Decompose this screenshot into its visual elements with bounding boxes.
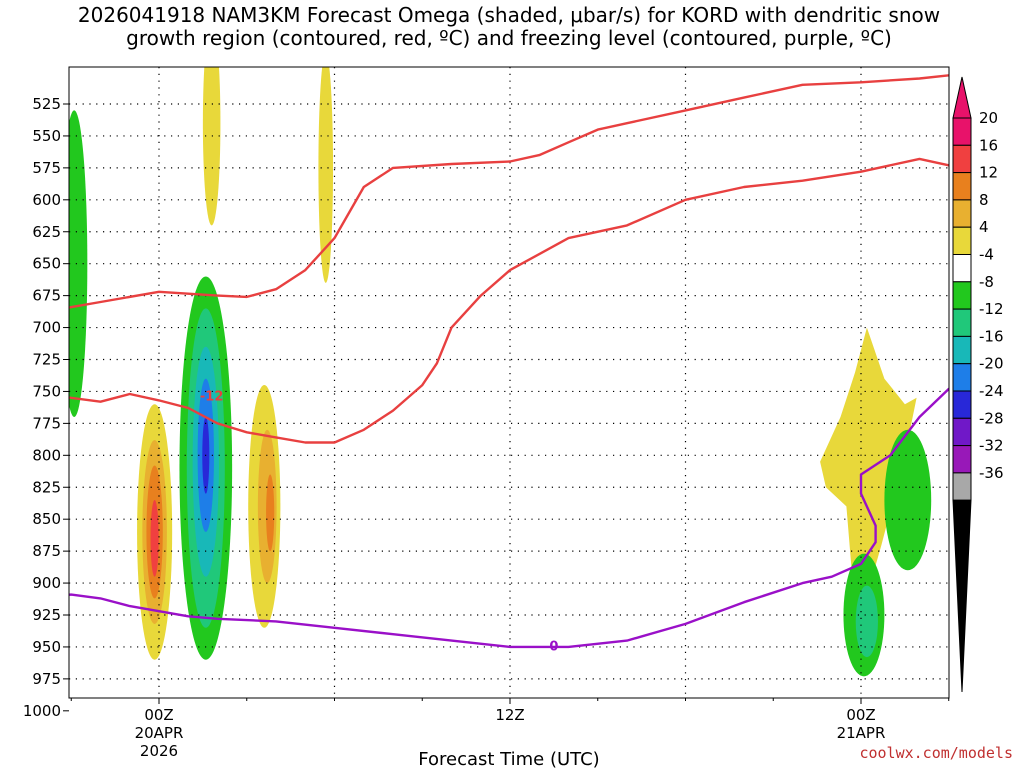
y-tick-label: 800 xyxy=(32,446,61,464)
omega-region xyxy=(0,225,42,404)
omega-region xyxy=(266,474,275,552)
colorbar-swatch xyxy=(952,226,972,255)
omega-region xyxy=(150,500,159,577)
colorbar-swatch xyxy=(952,144,972,174)
colorbar-label: -4 xyxy=(979,246,994,264)
colorbar-swatch xyxy=(952,199,972,228)
omega-region xyxy=(69,110,88,417)
colorbar-bottom-triangle xyxy=(952,499,972,693)
y-tick-label: 850 xyxy=(32,510,61,528)
x-tick-label: 00Z xyxy=(846,706,875,724)
y-tick-label: 625 xyxy=(32,223,61,241)
y-tick-label: 1000 xyxy=(23,702,61,720)
colorbar-label: 4 xyxy=(979,218,989,236)
y-tick-label: 775 xyxy=(32,414,61,432)
chart-title-line1: 2026041918 NAM3KM Forecast Omega (shaded… xyxy=(78,3,940,27)
y-tick-label: 950 xyxy=(32,638,61,656)
omega-region xyxy=(0,385,27,577)
colorbar-swatch xyxy=(952,254,972,283)
x-axis-label: Forecast Time (UTC) xyxy=(418,749,599,768)
colorbar-label: -8 xyxy=(979,273,994,291)
plot-frame xyxy=(68,66,950,699)
colorbar-label: -32 xyxy=(979,437,1004,455)
dgz-lower-label: -12 xyxy=(200,389,224,404)
colorbar-swatch xyxy=(952,472,972,501)
colorbar-swatch xyxy=(952,417,972,447)
x-tick-label: 12Z xyxy=(495,706,524,724)
y-tick-label: 875 xyxy=(32,542,61,560)
freezing-level-contour xyxy=(69,387,949,649)
y-tick-label: 600 xyxy=(32,191,61,209)
omega-region xyxy=(0,449,26,564)
colorbar-label: -20 xyxy=(979,355,1004,373)
colorbar-label: 12 xyxy=(979,164,998,182)
x-tick-label: 00Z xyxy=(144,706,173,724)
colorbar-label: 20 xyxy=(979,109,998,127)
dgz-upper-contour xyxy=(69,74,949,309)
y-tick-label: 700 xyxy=(32,319,61,337)
y-tick-label: 725 xyxy=(32,351,61,369)
credit-text: coolwx.com/models xyxy=(859,744,1013,762)
omega-region xyxy=(10,504,28,560)
colorbar-swatch xyxy=(952,117,972,146)
omega-region xyxy=(1019,302,1024,570)
colorbar-swatch xyxy=(952,172,972,201)
y-tick-label: 675 xyxy=(32,287,61,305)
omega-region xyxy=(7,276,30,378)
omega-region xyxy=(820,327,917,596)
x-axis: 00Z20APR202612Z00Z21APR12Z00Z22APR xyxy=(70,698,950,760)
colorbar-label: -36 xyxy=(979,464,1004,482)
colorbar-label: 8 xyxy=(979,191,989,209)
omega-region xyxy=(318,67,334,283)
omega-shading xyxy=(0,67,1024,677)
freezing-label: 0 xyxy=(549,640,558,655)
omega-region xyxy=(202,67,221,226)
colorbar-swatch xyxy=(952,445,972,474)
colorbar-swatch xyxy=(952,281,972,310)
y-tick-label: 750 xyxy=(32,382,61,400)
y-tick-label: 825 xyxy=(32,478,61,496)
y-axis: 525 550 575 600 625 650 675 700 725 750 775 800 825 8… xyxy=(23,95,69,720)
y-tick-label: 925 xyxy=(32,606,61,624)
omega-region xyxy=(855,585,878,658)
omega-region xyxy=(884,429,932,571)
chart-title-line2: growth region (contoured, red, ºC) and f… xyxy=(126,26,892,50)
colorbar-label: -28 xyxy=(979,409,1004,427)
y-tick-label: 525 xyxy=(32,95,61,113)
contours: -12-1200 xyxy=(69,74,949,655)
colorbar: 20 16 12 8 4 -4 -8 -12 -16 -20 -24 -28 -32 -36 xyxy=(952,76,1004,693)
colorbar-swatch xyxy=(952,390,972,419)
y-tick-label: 550 xyxy=(32,127,61,145)
dgz-lower-contour xyxy=(69,157,949,444)
colorbar-label: -16 xyxy=(979,327,1004,345)
y-tick-label: 900 xyxy=(32,574,61,592)
colorbar-top-triangle xyxy=(952,76,972,119)
x-tick-label: 2026 xyxy=(140,742,178,760)
colorbar-swatch xyxy=(952,335,972,365)
colorbar-label: -24 xyxy=(979,382,1004,400)
colorbar-swatch xyxy=(952,308,972,337)
x-tick-label: 21APR xyxy=(837,724,886,742)
colorbar-swatch xyxy=(952,363,972,392)
y-tick-label: 975 xyxy=(32,670,61,688)
colorbar-label: 16 xyxy=(979,136,998,154)
colorbar-label: -12 xyxy=(979,300,1004,318)
y-tick-label: 650 xyxy=(32,255,61,273)
y-tick-label: 575 xyxy=(32,159,61,177)
x-tick-label: 20APR xyxy=(135,724,184,742)
